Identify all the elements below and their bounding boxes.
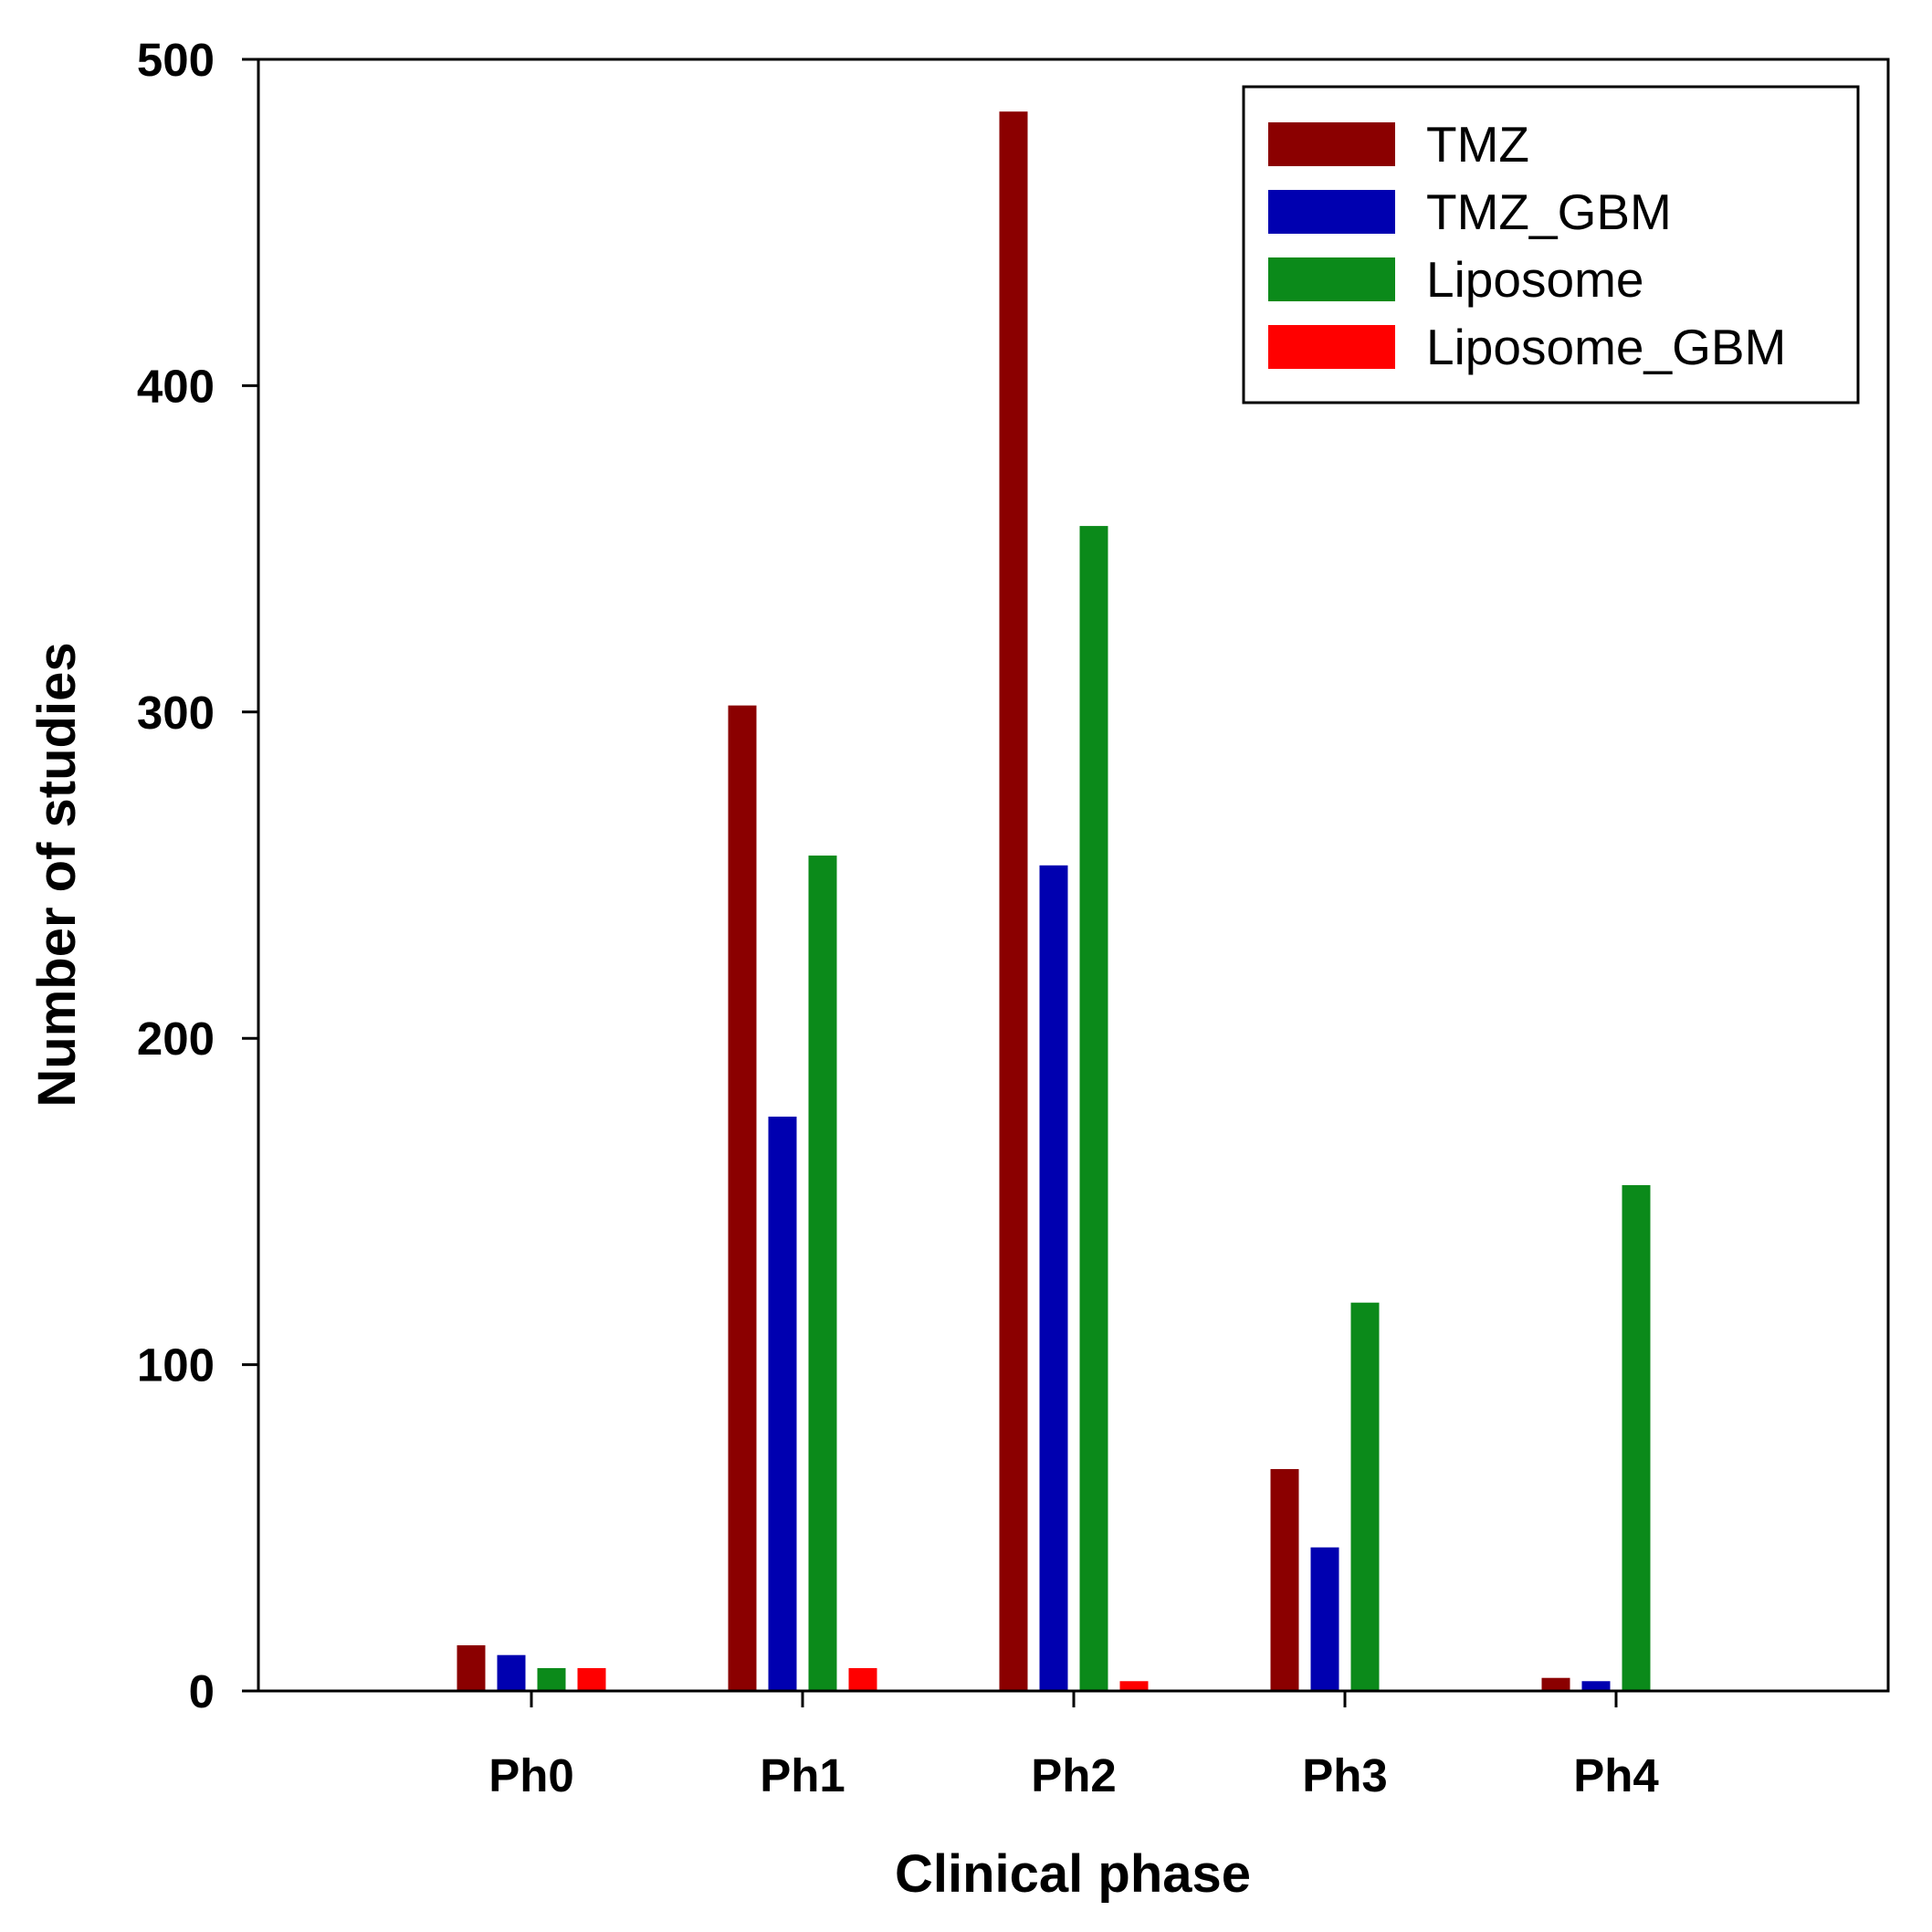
y-tick-label: 0 — [189, 1665, 215, 1717]
bar-tmz-gbm-ph1 — [768, 1116, 797, 1691]
legend-swatch — [1268, 257, 1395, 301]
bar-tmz-gbm-ph4 — [1581, 1681, 1611, 1691]
y-tick-label: 100 — [137, 1339, 215, 1391]
legend: TMZ TMZ_GBM Liposome Liposome_GBM — [1242, 85, 1860, 404]
legend-swatch — [1268, 122, 1395, 166]
bar-liposome-ph0 — [537, 1667, 566, 1691]
bar-liposome-gbm-ph0 — [577, 1667, 606, 1691]
legend-label: Liposome — [1426, 251, 1643, 308]
legend-label: TMZ_GBM — [1426, 184, 1672, 240]
bar-tmz-ph0 — [457, 1644, 486, 1691]
x-tick-label: Ph3 — [1302, 1749, 1388, 1801]
x-tick-label: Ph4 — [1573, 1749, 1659, 1801]
y-tick-label: 200 — [137, 1013, 215, 1065]
bar-tmz-gbm-ph2 — [1039, 865, 1068, 1691]
bar-liposome-gbm-ph2 — [1119, 1681, 1149, 1691]
bar-tmz-ph1 — [728, 705, 757, 1691]
y-axis-title: Number of studies — [27, 642, 87, 1107]
bar-liposome-ph3 — [1350, 1302, 1380, 1691]
bar-liposome-gbm-ph1 — [848, 1667, 877, 1691]
x-tick-label: Ph0 — [488, 1749, 574, 1801]
bar-tmz-ph2 — [999, 111, 1028, 1692]
legend-swatch — [1268, 325, 1395, 369]
y-tick-label: 400 — [137, 360, 215, 412]
y-tick-label: 300 — [137, 687, 215, 739]
bar-liposome-ph2 — [1079, 526, 1108, 1691]
legend-label: TMZ — [1426, 116, 1529, 173]
x-tick-label: Ph2 — [1031, 1749, 1117, 1801]
x-axis-title: Clinical phase — [895, 1844, 1251, 1904]
y-tick-label: 500 — [137, 34, 215, 86]
bar-liposome-ph1 — [808, 856, 837, 1691]
legend-swatch — [1268, 190, 1395, 234]
bar-tmz-gbm-ph3 — [1310, 1547, 1339, 1691]
legend-items: TMZ TMZ_GBM Liposome Liposome_GBM — [1268, 116, 1786, 375]
bar-tmz-ph3 — [1270, 1468, 1299, 1691]
bar-tmz-gbm-ph0 — [497, 1654, 526, 1691]
legend-label: Liposome_GBM — [1426, 319, 1786, 375]
bar-tmz-ph4 — [1541, 1677, 1570, 1691]
bar-liposome-ph4 — [1622, 1185, 1651, 1691]
bars-layer — [457, 111, 1651, 1692]
x-tick-label: Ph1 — [760, 1749, 845, 1801]
axis-layer: Ph0 Ph1 Ph2 Ph3 Ph4 0 100 200 300 400 500 — [137, 34, 1659, 1801]
